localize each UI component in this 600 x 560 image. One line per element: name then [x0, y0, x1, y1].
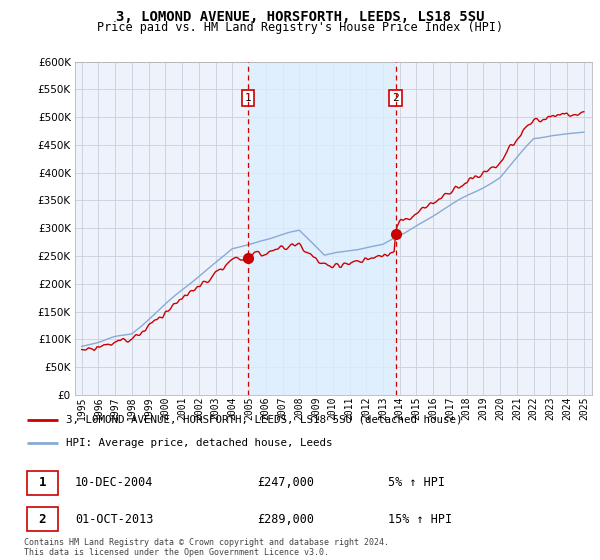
Text: £289,000: £289,000: [257, 513, 314, 526]
Text: 3, LOMOND AVENUE, HORSFORTH, LEEDS, LS18 5SU (detached house): 3, LOMOND AVENUE, HORSFORTH, LEEDS, LS18…: [67, 414, 463, 424]
Text: 2: 2: [392, 94, 399, 103]
Text: 5% ↑ HPI: 5% ↑ HPI: [389, 477, 445, 489]
Text: 1: 1: [244, 94, 251, 103]
Text: 2: 2: [38, 513, 46, 526]
Text: 01-OCT-2013: 01-OCT-2013: [75, 513, 154, 526]
FancyBboxPatch shape: [26, 471, 58, 495]
Text: HPI: Average price, detached house, Leeds: HPI: Average price, detached house, Leed…: [67, 438, 333, 448]
Text: Contains HM Land Registry data © Crown copyright and database right 2024.
This d: Contains HM Land Registry data © Crown c…: [24, 538, 389, 557]
Bar: [248, 62, 395, 395]
Text: 3, LOMOND AVENUE, HORSFORTH, LEEDS, LS18 5SU: 3, LOMOND AVENUE, HORSFORTH, LEEDS, LS18…: [116, 10, 484, 24]
Text: 1: 1: [38, 477, 46, 489]
Text: 10-DEC-2004: 10-DEC-2004: [75, 477, 154, 489]
Text: £247,000: £247,000: [257, 477, 314, 489]
Text: 15% ↑ HPI: 15% ↑ HPI: [389, 513, 452, 526]
FancyBboxPatch shape: [26, 507, 58, 531]
Text: Price paid vs. HM Land Registry's House Price Index (HPI): Price paid vs. HM Land Registry's House …: [97, 21, 503, 34]
